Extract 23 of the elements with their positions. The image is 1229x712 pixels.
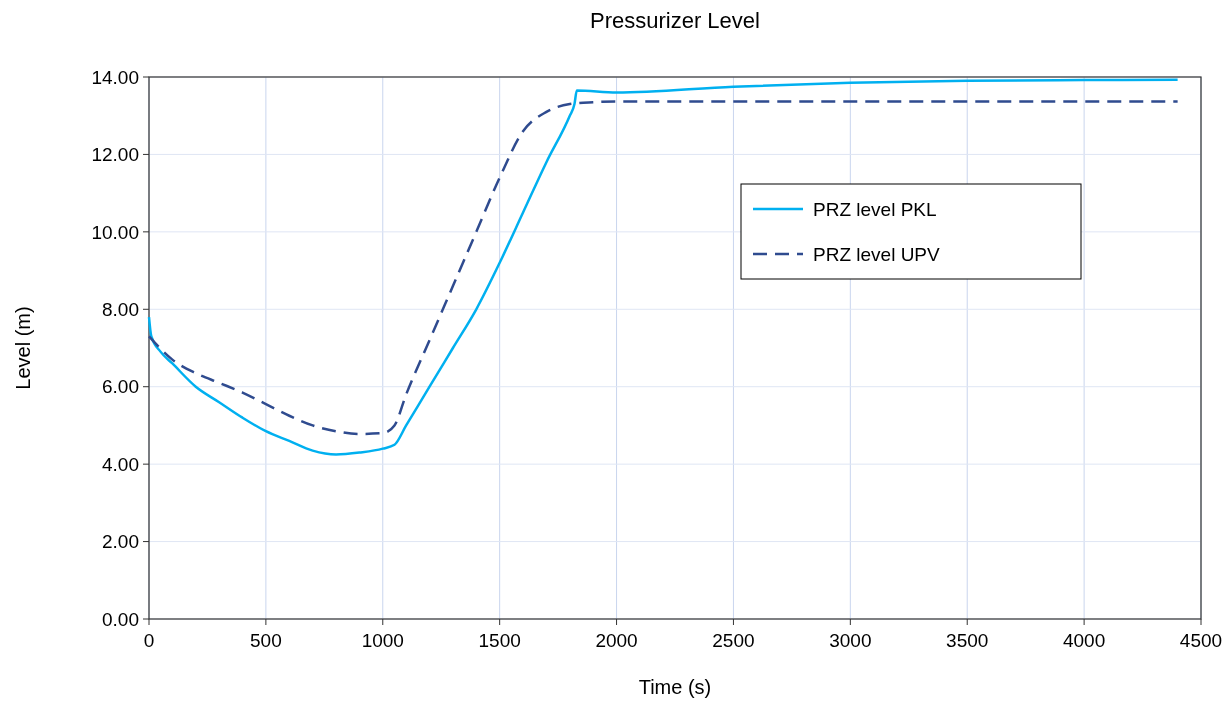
y-axis-title: Level (m) [12,306,34,390]
x-tick-label: 2500 [712,630,755,651]
y-tick-label: 10.00 [91,221,139,243]
y-tick-label: 12.00 [91,144,139,166]
x-tick-label: 3000 [829,630,872,651]
y-tick-label: 4.00 [102,453,139,475]
x-tick-label: 3500 [946,630,989,651]
legend-label: PRZ level UPV [813,243,941,265]
x-axis-title: Time (s) [638,676,712,698]
x-tick-label: 0 [143,630,155,651]
chart-title: Pressurizer Level [590,8,760,33]
y-tick-label: 0.00 [102,608,139,630]
y-tick-label: 6.00 [102,376,139,398]
x-tick-label: 500 [250,630,282,651]
legend-label: PRZ level PKL [813,198,937,220]
y-tick-label: 2.00 [102,531,139,553]
y-tick-label: 14.00 [91,66,139,88]
x-tick-label: 2000 [595,630,638,651]
x-tick-label: 4000 [1062,630,1106,651]
y-tick-label: 8.00 [102,298,139,320]
x-tick-label: 1500 [478,630,521,651]
x-tick-label: 1000 [361,630,404,651]
x-tick-label: 4500 [1179,630,1223,651]
